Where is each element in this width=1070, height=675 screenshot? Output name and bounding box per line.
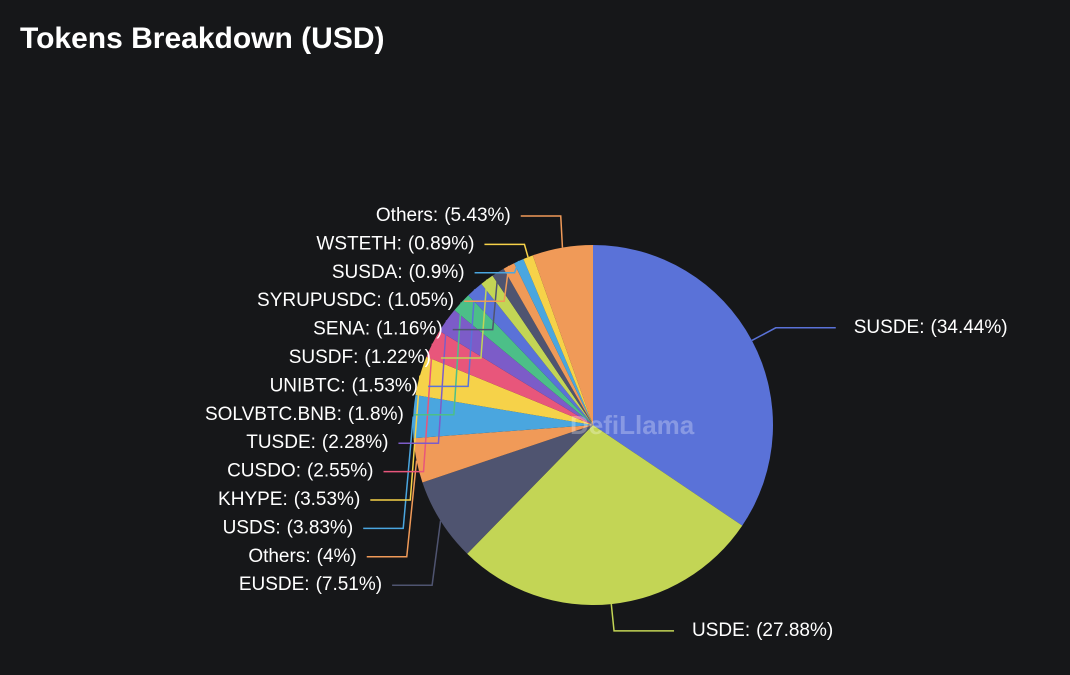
slice-label: SOLVBTC.BNB: (1.8%) xyxy=(205,404,404,425)
leader-line xyxy=(464,265,510,302)
leader-line xyxy=(413,302,462,416)
slice-label: Others: (4%) xyxy=(248,546,356,567)
slice-name: SYRUPUSDC: xyxy=(257,290,382,311)
pie-slice xyxy=(523,255,593,425)
leader-line xyxy=(363,416,414,530)
slice-name: SUSDF: xyxy=(289,347,359,368)
slice-name: KHYPE: xyxy=(218,489,288,510)
leader-line xyxy=(751,327,836,342)
slice-name: Others: xyxy=(376,205,438,226)
pie-slice xyxy=(413,395,593,439)
slice-value: (1.53%) xyxy=(352,375,419,396)
slice-name: CUSDO: xyxy=(227,461,301,482)
slice-value: (1.05%) xyxy=(388,290,455,311)
slice-value: (3.83%) xyxy=(287,517,354,538)
slice-label: UNIBTC: (1.53%) xyxy=(270,375,419,396)
slice-value: (1.22%) xyxy=(364,347,431,368)
pie-slice xyxy=(413,425,593,483)
leader-line xyxy=(428,289,476,388)
slice-value: (34.44%) xyxy=(931,317,1008,338)
pie-slice xyxy=(415,356,593,425)
slice-label: KHYPE: (3.53%) xyxy=(218,489,360,510)
slice-label: WSTETH: (0.89%) xyxy=(316,233,474,254)
pie-slice xyxy=(468,283,593,425)
chart-title: Tokens Breakdown (USD) xyxy=(20,22,385,55)
slice-name: SUSDE: xyxy=(854,317,925,338)
slice-label: CUSDO: (2.55%) xyxy=(227,461,373,482)
slice-value: (4%) xyxy=(317,546,357,567)
pie-slice xyxy=(426,331,593,425)
slice-name: WSTETH: xyxy=(316,233,402,254)
slice-name: SUSDA: xyxy=(332,262,403,283)
leader-line xyxy=(474,260,520,274)
slice-name: USDE: xyxy=(692,620,750,641)
slice-value: (2.28%) xyxy=(322,432,389,453)
slice-name: UNIBTC: xyxy=(270,375,346,396)
slice-value: (7.51%) xyxy=(316,574,383,595)
slice-label: SUSDF: (1.22%) xyxy=(289,347,431,368)
slice-value: (1.8%) xyxy=(348,404,404,425)
leader-line xyxy=(392,520,442,586)
pie-slice xyxy=(439,310,593,425)
leader-line xyxy=(520,215,564,248)
leader-line xyxy=(440,279,488,359)
leader-line xyxy=(366,460,418,558)
slice-label: USDS: (3.83%) xyxy=(223,517,354,538)
leader-line xyxy=(370,375,421,501)
leader-line xyxy=(452,272,499,331)
pie-slice xyxy=(481,275,593,425)
slice-label: Others: (5.43%) xyxy=(376,205,511,226)
slice-label: SUSDE: (34.44%) xyxy=(854,317,1008,338)
leader-line xyxy=(398,320,448,444)
slice-name: TUSDE: xyxy=(246,432,316,453)
leader-line xyxy=(484,243,529,258)
pie-slice xyxy=(503,263,593,425)
pie-slice xyxy=(454,295,593,425)
slice-value: (3.53%) xyxy=(294,489,361,510)
slice-value: (1.16%) xyxy=(376,319,443,340)
slice-value: (5.43%) xyxy=(444,205,511,226)
watermark: DefiLlama xyxy=(570,410,695,440)
pie-slice xyxy=(422,425,593,554)
leader-line xyxy=(610,603,675,632)
slice-name: Others: xyxy=(248,546,310,567)
slice-value: (0.89%) xyxy=(408,233,475,254)
slice-name: USDS: xyxy=(223,517,281,538)
pie-slice xyxy=(532,245,593,425)
slice-value: (0.9%) xyxy=(409,262,465,283)
slice-label: USDE: (27.88%) xyxy=(692,620,833,641)
pie-slice xyxy=(593,245,773,526)
slice-name: SENA: xyxy=(313,319,370,340)
slice-value: (27.88%) xyxy=(756,620,833,641)
pie-slice xyxy=(467,425,743,605)
slice-label: SUSDA: (0.9%) xyxy=(332,262,465,283)
slice-label: EUSDE: (7.51%) xyxy=(239,574,382,595)
slice-label: SYRUPUSDC: (1.05%) xyxy=(257,290,454,311)
slice-name: SOLVBTC.BNB: xyxy=(205,404,342,425)
slice-value: (2.55%) xyxy=(307,461,374,482)
pie-slice xyxy=(492,268,593,425)
slice-name: EUSDE: xyxy=(239,574,310,595)
pie-slice xyxy=(514,259,593,425)
slice-label: TUSDE: (2.28%) xyxy=(246,432,388,453)
slice-label: SENA: (1.16%) xyxy=(313,319,443,340)
